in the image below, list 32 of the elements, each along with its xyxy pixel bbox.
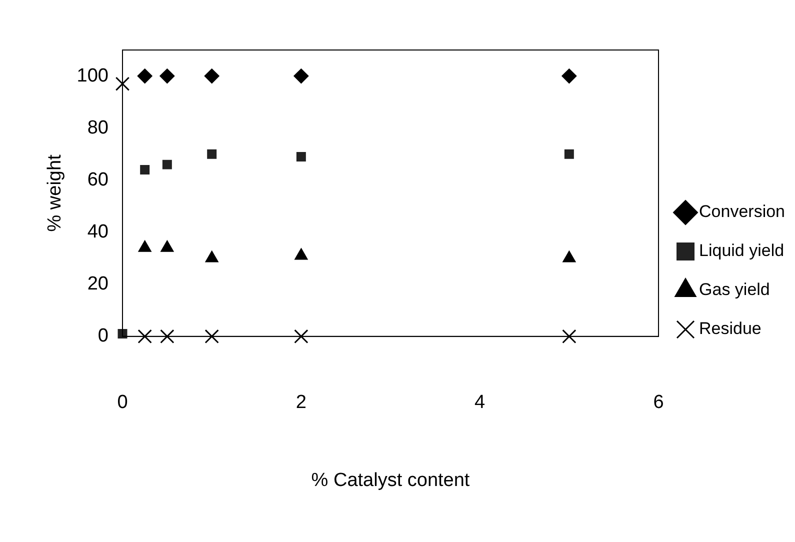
point: [204, 329, 219, 344]
x-tick-label: 6: [653, 392, 664, 414]
legend-label: Residue: [699, 319, 762, 338]
y-axis-title: % weight: [44, 154, 66, 232]
point: [564, 149, 574, 159]
point: [296, 152, 306, 162]
y-tick-label: 60: [87, 169, 108, 190]
point: [162, 160, 172, 170]
legend-label: Conversion: [699, 202, 786, 222]
point: [562, 329, 576, 344]
x-axis-title: % Catalyst content: [311, 470, 470, 491]
y-tick-label: 100: [76, 65, 108, 86]
point: [294, 68, 309, 84]
point: [562, 68, 577, 84]
y-tick-label: 40: [87, 221, 108, 242]
y-tick-label: 80: [87, 117, 108, 138]
point: [138, 329, 152, 344]
point: [207, 149, 217, 159]
legend-label: Gas yield: [699, 280, 770, 300]
legend-label: Liquid yield: [699, 241, 784, 260]
x-tick-label: 2: [296, 392, 306, 414]
point: [294, 329, 308, 344]
point: [160, 68, 175, 84]
x-tick-label: 0: [117, 392, 128, 414]
point: [140, 165, 150, 175]
point: [115, 76, 130, 91]
x-tick-label: 4: [474, 392, 486, 414]
point: [137, 68, 152, 84]
point: [204, 68, 220, 84]
y-tick-label: 0: [98, 326, 108, 347]
y-tick-label: 20: [87, 274, 108, 295]
point: [160, 329, 174, 344]
